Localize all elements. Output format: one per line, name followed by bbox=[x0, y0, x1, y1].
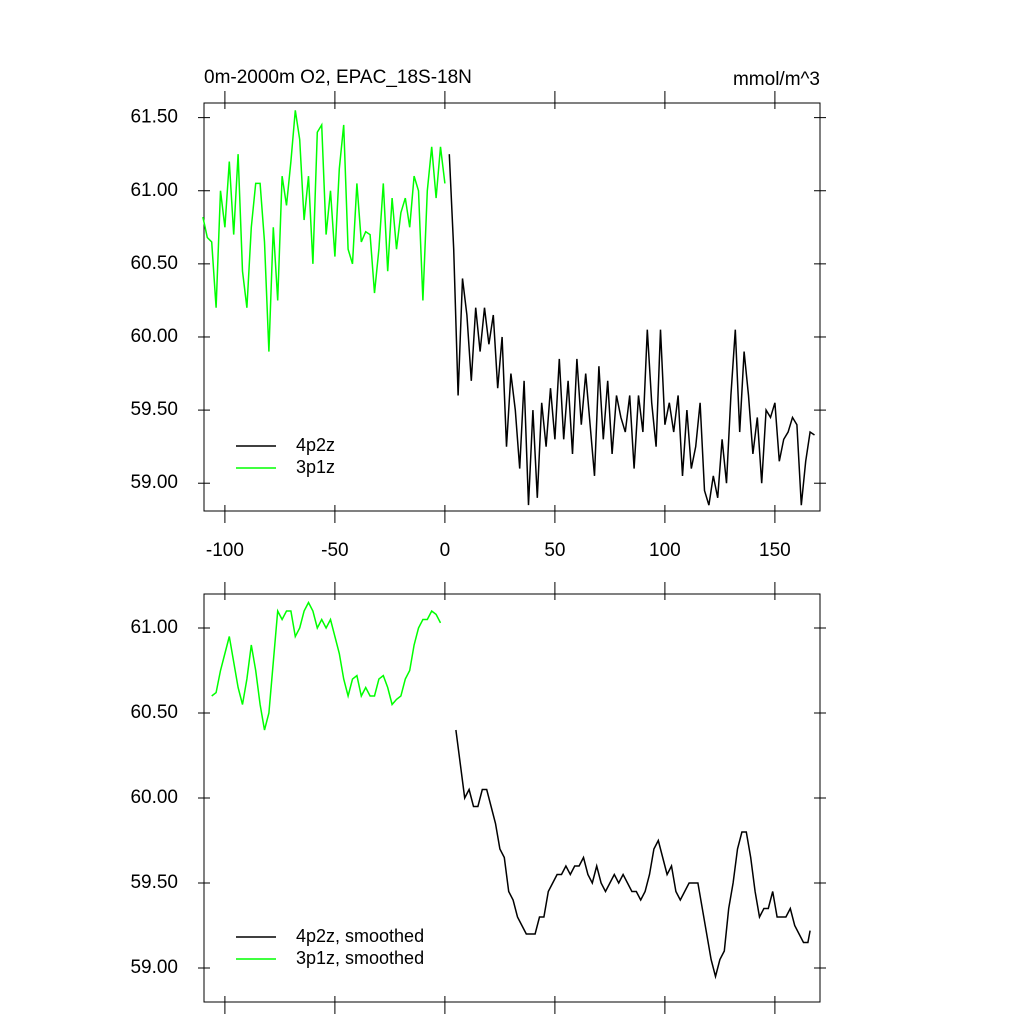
y-tick-label: 59.50 bbox=[130, 399, 178, 420]
plot-frame bbox=[203, 102, 821, 512]
legend-label: 3p1z, smoothed bbox=[296, 948, 424, 968]
data-line bbox=[202, 110, 446, 352]
units-label: mmol/m^3 bbox=[733, 69, 820, 90]
y-tick-label: 59.00 bbox=[130, 957, 178, 978]
y-tick-label: 61.00 bbox=[130, 180, 178, 201]
y-tick-label: 59.00 bbox=[130, 472, 178, 493]
y-tick-label: 61.00 bbox=[130, 617, 178, 638]
data-line bbox=[211, 600, 442, 731]
x-tick-label: -50 bbox=[321, 540, 348, 561]
x-tick-label: -100 bbox=[206, 540, 244, 561]
legend-label: 4p2z, smoothed bbox=[296, 926, 424, 946]
legend-label: 4p2z bbox=[296, 435, 335, 455]
x-tick-label: 150 bbox=[759, 540, 791, 561]
data-line bbox=[455, 729, 811, 980]
y-tick-label: 61.50 bbox=[130, 107, 178, 128]
y-tick-label: 60.50 bbox=[130, 253, 178, 274]
x-tick-label: 50 bbox=[544, 540, 565, 561]
x-tick-label: 100 bbox=[649, 540, 681, 561]
x-tick-label: 0 bbox=[440, 540, 451, 561]
y-tick-label: 60.00 bbox=[130, 787, 178, 808]
chart-title: 0m-2000m O2, EPAC_18S-18N bbox=[204, 67, 472, 88]
y-tick-label: 60.00 bbox=[130, 326, 178, 347]
y-tick-label: 60.50 bbox=[130, 702, 178, 723]
y-tick-label: 59.50 bbox=[130, 872, 178, 893]
data-line bbox=[448, 154, 815, 506]
legend-label: 3p1z bbox=[296, 457, 335, 477]
